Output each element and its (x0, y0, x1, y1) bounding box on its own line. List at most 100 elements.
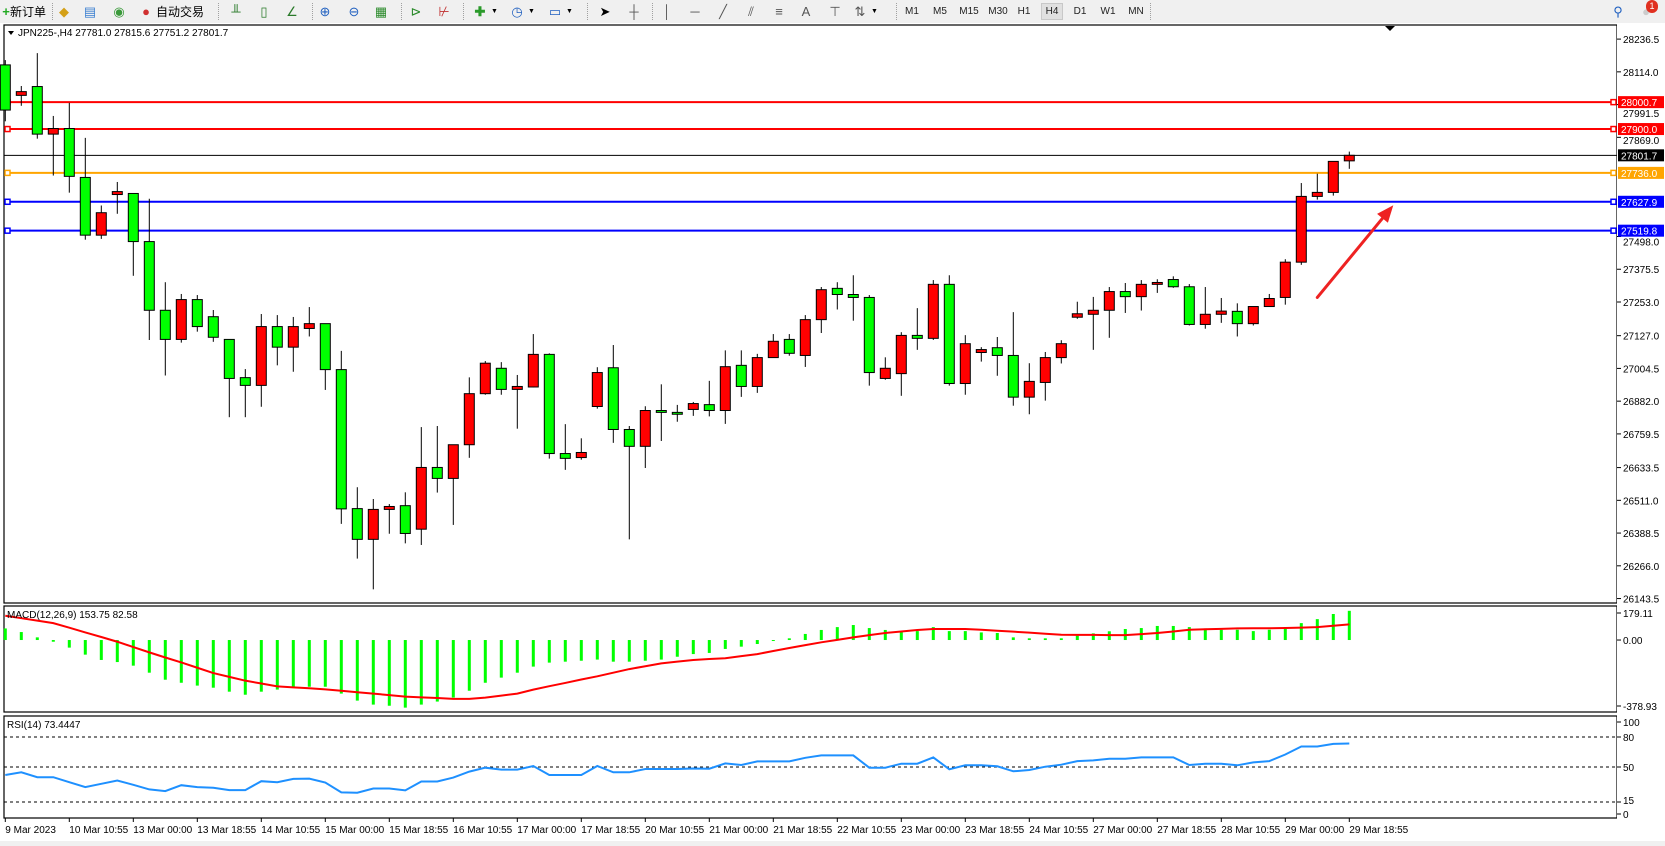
timeframe-w1[interactable]: W1 (1100, 6, 1116, 17)
candle (447, 444, 459, 525)
candle (911, 308, 923, 350)
cursor-button[interactable]: ➤ (597, 2, 613, 21)
equidistant-channel-button[interactable]: ⫽ (743, 2, 759, 21)
market-watch-button[interactable]: ▤ (82, 2, 98, 21)
macd-histogram-bar (371, 640, 375, 705)
trend-arrow[interactable] (1315, 216, 1384, 299)
notification-button[interactable]: ● 1 (1638, 0, 1658, 21)
timeframe-h1[interactable]: H1 (1017, 6, 1031, 17)
line-anchor-handle[interactable] (4, 125, 11, 133)
timeframe-m30[interactable]: M30 (988, 6, 1008, 17)
symbol-menu-triangle-icon[interactable] (8, 31, 14, 35)
candle (159, 282, 171, 376)
autoscroll-button[interactable]: ⊬ (436, 2, 452, 21)
candle (15, 86, 27, 106)
new-order-button[interactable]: + 新订单 (2, 2, 46, 21)
macd-histogram-bar (467, 640, 471, 691)
candle (1327, 160, 1339, 196)
timeframe-m15[interactable]: M15 (959, 6, 979, 17)
timeframe-h4[interactable]: H4 (1041, 3, 1063, 20)
tile-windows-button[interactable]: ▦ (373, 2, 389, 21)
auto-trading-button[interactable]: ● 自动交易 (138, 2, 204, 21)
price-tag (1618, 166, 1664, 179)
candle (255, 314, 267, 407)
macd-histogram-bar (803, 633, 807, 641)
time-tick-label: 10 Mar 10:55 (69, 825, 128, 836)
macd-histogram-bar (51, 640, 55, 642)
macd-histogram-bar (419, 640, 423, 705)
fibonacci-button[interactable]: ≡ (771, 2, 787, 21)
arrows-button[interactable]: ⇅ ▼ (852, 2, 878, 21)
horizontal-line-button[interactable]: ─ (687, 2, 703, 21)
line-anchor-handle[interactable] (1610, 198, 1617, 206)
macd-histogram-bar (451, 640, 455, 698)
candle-body-down (543, 353, 555, 455)
notification-icon: ● (1642, 3, 1650, 19)
candle-body-down (335, 369, 347, 510)
timeframe-m5[interactable]: M5 (933, 6, 947, 17)
candle-body-up (1023, 380, 1035, 398)
candle-body-up (1135, 283, 1147, 298)
candle-body-up (1199, 313, 1211, 325)
macd-tick-label: -378.93 (1623, 702, 1657, 713)
arrow-head-icon (1377, 205, 1394, 223)
price-tag (1618, 123, 1664, 136)
vertical-line-button[interactable]: │ (659, 2, 675, 21)
timeframe-mn[interactable]: MN (1128, 6, 1144, 17)
vertical-line-icon: │ (662, 3, 672, 19)
trendline-button[interactable]: ╱ (715, 2, 731, 21)
price-tick-label: 26266.0 (1623, 562, 1660, 573)
macd-histogram-bar (531, 640, 535, 667)
time-tick-label: 16 Mar 10:55 (453, 825, 512, 836)
timeframe-d1[interactable]: D1 (1073, 6, 1087, 17)
candle-body-up (255, 326, 267, 386)
line-anchor-handle[interactable] (4, 227, 11, 234)
bar-chart-button[interactable]: ╨ (228, 2, 244, 21)
line-chart-button[interactable]: ∠ (284, 2, 300, 21)
macd-histogram-bar (211, 640, 215, 688)
candle-body-down (399, 505, 411, 534)
zoom-in-button[interactable]: ⊕ (317, 2, 333, 21)
line-anchor-handle[interactable] (4, 198, 11, 206)
candle (1087, 296, 1099, 350)
chart-canvas[interactable]: 28236.5 28114.0 27991.5 27869.0 27498.0 27375… (0, 23, 1665, 841)
line-anchor-handle[interactable] (1610, 125, 1617, 133)
candle-body-up (975, 349, 987, 354)
candle (527, 334, 539, 388)
line-anchor-handle[interactable] (1610, 98, 1617, 106)
crosshair-button[interactable]: ┼ (626, 2, 642, 21)
periods-button[interactable]: ◷ ▼ (509, 2, 535, 21)
line-anchor-handle[interactable] (4, 169, 11, 177)
indicators-button[interactable]: ✚ ▼ (472, 2, 498, 21)
candle (879, 357, 891, 380)
line-anchor-handle[interactable] (1610, 169, 1617, 177)
zoom-out-button[interactable]: ⊖ (346, 2, 362, 21)
line-anchor-handle[interactable] (1610, 227, 1617, 234)
chart-shift-marker-icon[interactable] (1385, 26, 1395, 31)
price-tick-label: 27253.0 (1623, 298, 1660, 309)
chart-shift-button[interactable]: ⊳ (408, 2, 424, 21)
timeframe-m1[interactable]: M1 (905, 6, 919, 17)
signals-button[interactable]: ◉ (111, 2, 127, 21)
time-tick-label: 27 Mar 00:00 (1093, 825, 1152, 836)
candle (735, 350, 747, 397)
candle-body-up (1151, 281, 1163, 285)
candle (591, 367, 603, 409)
candle (415, 427, 427, 545)
templates-button[interactable]: ▭ ▼ (547, 2, 573, 21)
candle (127, 192, 139, 276)
candlestick-button[interactable]: ▯ (256, 2, 272, 21)
rsi-tick-label: 100 (1623, 718, 1640, 729)
separator (463, 3, 465, 20)
macd-histogram-bar (979, 632, 983, 641)
text-button[interactable]: A (798, 2, 814, 21)
macd-histogram-bar (483, 640, 487, 683)
separator (896, 3, 898, 20)
macd-histogram-bar (1219, 629, 1223, 641)
candle-body-up (591, 372, 603, 408)
candle (1055, 340, 1067, 364)
gold-button[interactable]: ◆ (56, 2, 72, 21)
text-label-button[interactable]: ⊤ (827, 2, 843, 21)
chart-window[interactable]: 28236.5 28114.0 27991.5 27869.0 27498.0 27375… (0, 23, 1665, 841)
search-button[interactable]: ⚲ (1610, 2, 1626, 21)
